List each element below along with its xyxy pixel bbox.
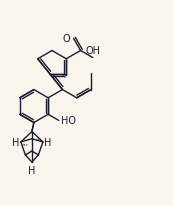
Text: O: O — [63, 34, 71, 44]
Text: H: H — [44, 137, 51, 147]
Text: H: H — [28, 165, 36, 175]
Text: ''': ''' — [36, 138, 42, 147]
Text: OH: OH — [85, 45, 100, 55]
Text: ,,,: ,,, — [22, 138, 29, 147]
Text: HO: HO — [61, 116, 76, 126]
Text: H: H — [12, 137, 20, 147]
